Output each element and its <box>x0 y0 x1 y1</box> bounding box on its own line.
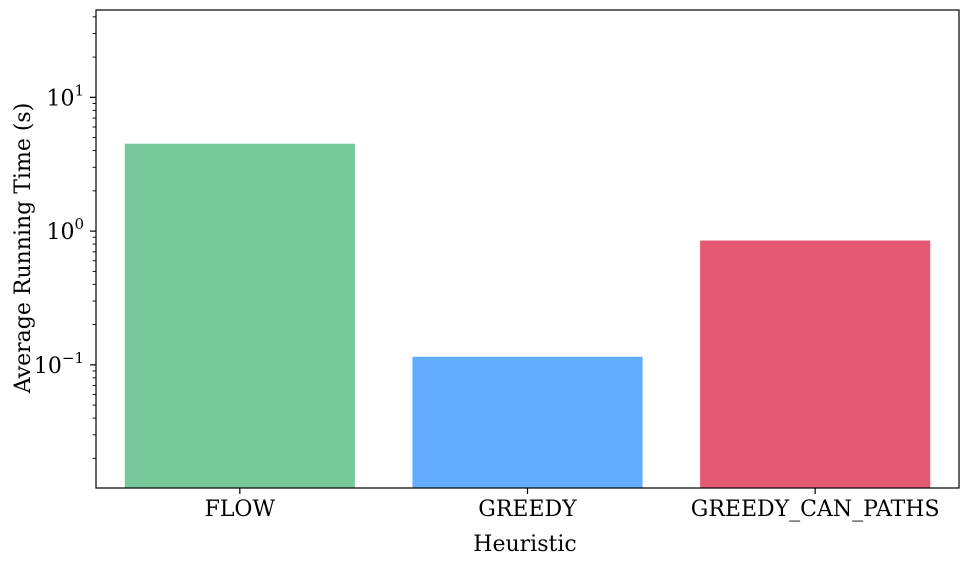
y-tick-base: 10 <box>46 220 74 245</box>
x-tick-label: GREEDY_CAN_PATHS <box>691 497 940 522</box>
bar-greedy <box>412 356 643 488</box>
y-tick-exponent: −1 <box>62 349 84 367</box>
bar-greedy-can-paths <box>700 240 931 488</box>
bars-layer <box>124 143 931 488</box>
x-axis-title: Heuristic <box>473 532 576 557</box>
y-tick-label: 100 <box>46 215 84 245</box>
x-tick-label: GREEDY <box>478 497 577 522</box>
y-tick-label: 10−1 <box>34 349 84 379</box>
y-axis-title: Average Running Time (s) <box>11 103 36 395</box>
x-ticks-layer: FLOW GREEDY GREEDY_CAN_PATHS <box>205 488 940 522</box>
y-tick-label: 101 <box>46 81 84 111</box>
plot-frame <box>95 9 960 489</box>
y-tick-base: 10 <box>46 86 74 111</box>
x-tick-label: FLOW <box>205 497 276 522</box>
bar-flow <box>124 143 355 488</box>
y-tick-exponent: 0 <box>74 215 84 233</box>
y-tick-exponent: 1 <box>74 81 84 99</box>
y-tick-base: 10 <box>34 354 62 379</box>
